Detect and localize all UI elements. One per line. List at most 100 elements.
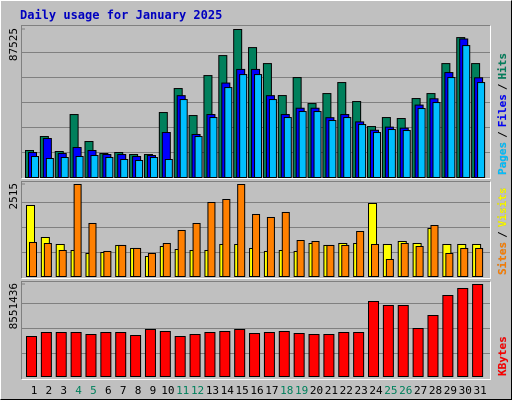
bar	[130, 334, 142, 377]
bar	[371, 243, 380, 278]
bar	[194, 136, 203, 179]
bar	[120, 159, 129, 179]
bar	[192, 222, 201, 277]
x-tick-label: 27	[414, 384, 427, 397]
x-tick-label: 30	[459, 384, 472, 397]
bar	[432, 102, 441, 178]
bar	[177, 229, 186, 277]
bar	[400, 243, 409, 278]
bar	[222, 198, 231, 278]
x-tick-label: 25	[384, 384, 397, 397]
bar	[58, 249, 67, 278]
bar	[29, 241, 37, 277]
bar	[415, 246, 424, 278]
bar	[268, 99, 277, 178]
bar	[45, 158, 54, 178]
legend-entry: Pages	[496, 142, 509, 175]
bar	[445, 252, 454, 278]
bar	[224, 87, 233, 178]
bar	[252, 213, 261, 277]
legend-entry: Sites	[496, 242, 509, 275]
x-tick-label: 11	[176, 384, 189, 397]
x-tick-label: 26	[399, 384, 412, 397]
y-tick-label: 87525	[7, 28, 20, 61]
bar	[60, 157, 69, 179]
y-tick-label: 8551436	[7, 283, 20, 329]
bar	[278, 330, 290, 378]
bar	[353, 332, 365, 377]
bar	[144, 328, 156, 378]
bar	[323, 334, 335, 378]
legend: Sites / Visits	[496, 188, 509, 276]
x-tick-label: 22	[340, 384, 353, 397]
x-tick-label: 28	[429, 384, 442, 397]
x-tick-label: 31	[473, 384, 486, 397]
legend: Pages / Files / Hits	[496, 53, 509, 175]
bar	[266, 216, 275, 277]
bar	[133, 247, 142, 277]
bar	[105, 157, 114, 179]
bar	[356, 231, 365, 277]
bar	[55, 332, 67, 377]
legend: KBytes	[496, 336, 509, 376]
x-tick-label: 5	[90, 384, 97, 397]
bar	[43, 243, 52, 278]
legend-entry: Visits	[496, 188, 509, 228]
bar	[368, 300, 380, 378]
bar	[338, 332, 350, 377]
bar	[373, 132, 382, 178]
bar	[296, 240, 305, 278]
bar	[118, 244, 127, 277]
panel-bevel	[21, 25, 491, 179]
x-tick-label: 20	[310, 384, 323, 397]
x-tick-label: 8	[135, 384, 142, 397]
x-tick-label: 10	[161, 384, 174, 397]
bar	[189, 334, 201, 378]
bar	[343, 117, 352, 179]
panel-bevel	[21, 181, 491, 279]
bar	[162, 243, 171, 278]
bar	[204, 332, 216, 377]
bar	[254, 74, 263, 178]
bar	[234, 328, 246, 378]
legend-entry: KBytes	[496, 336, 509, 376]
x-tick-label: 17	[265, 384, 278, 397]
x-tick-label: 13	[206, 384, 219, 397]
bar	[457, 287, 469, 377]
panel-bevel	[21, 181, 491, 279]
bar	[412, 328, 424, 378]
bar	[31, 156, 39, 178]
bar	[135, 160, 144, 178]
bar	[147, 252, 156, 278]
bar	[417, 108, 426, 178]
bar	[179, 99, 188, 178]
bar	[75, 156, 84, 178]
bar	[462, 45, 471, 179]
bar	[207, 201, 216, 278]
bar	[402, 130, 411, 178]
panel-bevel	[21, 25, 491, 179]
bar	[26, 336, 37, 378]
chart-title: Daily usage for January 2025	[20, 8, 222, 22]
bar	[293, 332, 305, 377]
bar	[477, 82, 486, 178]
bar	[311, 240, 320, 277]
bar	[313, 111, 322, 178]
panel-bevel	[21, 281, 491, 380]
bar	[237, 184, 246, 277]
x-tick-label: 3	[60, 384, 67, 397]
bar	[115, 332, 127, 377]
bar	[209, 117, 218, 179]
legend-entry: Hits	[496, 53, 509, 80]
x-tick-label: 15	[236, 384, 249, 397]
x-tick-label: 19	[295, 384, 308, 397]
bar	[387, 129, 396, 178]
bar	[281, 211, 290, 278]
x-tick-label: 14	[221, 384, 235, 397]
x-tick-label: 23	[355, 384, 368, 397]
bar	[174, 336, 186, 378]
bar	[358, 124, 367, 178]
bar	[159, 330, 171, 378]
